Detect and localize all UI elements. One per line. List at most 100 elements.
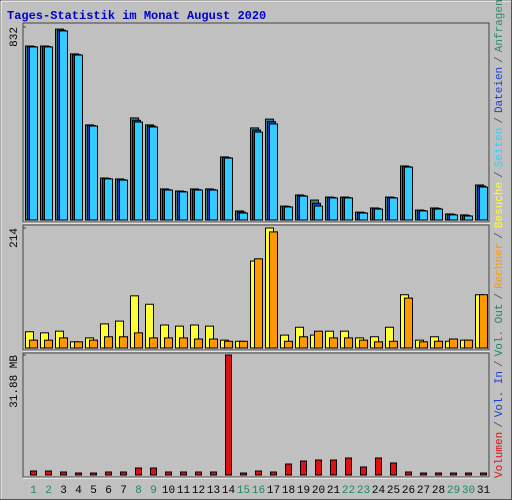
bar [165,471,172,476]
legend-separator: / [494,421,506,428]
y-tick-label: 832 [9,27,21,47]
x-tick-label: 23 [357,485,370,497]
legend-entry: Vol. Out [494,304,506,357]
legend-entry: Anfragen [494,0,506,52]
legend-separator: / [494,360,506,367]
bar [194,338,203,349]
bar [134,332,143,349]
x-tick-label: 8 [135,485,142,497]
legend: Volumen / Vol. In / Vol. Out / Rechner / Besuche… [494,0,506,478]
bar [59,30,68,221]
bar [239,212,248,221]
x-tick-label: 20 [312,485,325,497]
bar [360,466,367,476]
bar [29,339,38,349]
bar [90,472,97,476]
x-tick-label: 25 [387,485,400,497]
bar [404,166,413,221]
bar [269,123,278,221]
panel-frame [22,224,490,351]
bar [465,472,472,476]
x-tick-label: 30 [462,485,475,497]
bar [195,471,202,476]
x-tick-label: 13 [207,485,220,497]
bar [210,471,217,476]
bar [120,471,127,476]
bar [164,189,173,221]
bar [314,330,323,349]
x-tick-label: 18 [282,485,295,497]
bar [44,339,53,349]
bar [315,459,322,476]
y-tick-label: 214 [9,228,21,248]
bar [330,459,337,476]
bar [150,467,157,476]
bar [449,214,458,221]
bar [194,189,203,221]
x-tick-label: 29 [447,485,460,497]
bar [480,472,487,476]
bar [149,337,158,349]
bar [60,471,67,476]
bar [390,462,397,476]
bar [300,460,307,476]
legend-separator: / [494,293,506,300]
x-tick-label: 17 [267,485,280,497]
legend-entry: Vol. In [494,371,506,417]
x-tick-label: 28 [432,485,445,497]
bar [299,195,308,221]
x-tick-label: 12 [192,485,205,497]
bar [450,472,457,476]
x-tick-label: 6 [105,485,112,497]
bar [224,340,233,349]
bar [404,297,413,349]
chart-title: Tages-Statistik im Monat August 2020 [7,9,266,23]
bar [105,471,112,476]
bar [240,472,247,476]
bar [254,258,263,349]
bar [89,339,98,349]
x-tick-label: 15 [237,485,250,497]
bar [344,197,353,221]
bar [209,189,218,221]
bar [119,179,128,221]
bar [420,472,427,476]
bar [374,341,383,349]
bar [269,231,278,349]
legend-separator: / [494,232,506,239]
bar [329,337,338,349]
bar [284,340,293,349]
legend-entry: Dateien [494,67,506,113]
legend-entry: Seiten [494,128,506,168]
bar [75,472,82,476]
bar [389,197,398,221]
bar [254,131,263,221]
bar [464,215,473,221]
bar [164,337,173,349]
bar [359,339,368,349]
x-tick-label: 7 [120,485,127,497]
bar [134,121,143,221]
bar [345,457,352,476]
bar [74,341,83,349]
x-tick-label: 5 [90,485,97,497]
bar [285,463,292,476]
bar [44,46,53,221]
bar [89,125,98,221]
bar [180,471,187,476]
x-tick-label: 26 [402,485,415,497]
x-tick-label: 19 [297,485,310,497]
bar [225,354,232,476]
x-tick-label: 3 [60,485,67,497]
bar [434,340,443,349]
legend-entry: Rechner [494,243,506,289]
y-tick-label: 31.88 MB [9,355,21,408]
panel-frame [22,22,490,223]
bar [45,470,52,476]
x-tick-label: 31 [477,485,491,497]
bar [179,191,188,221]
bar [389,340,398,349]
x-tick-label: 14 [222,485,236,497]
